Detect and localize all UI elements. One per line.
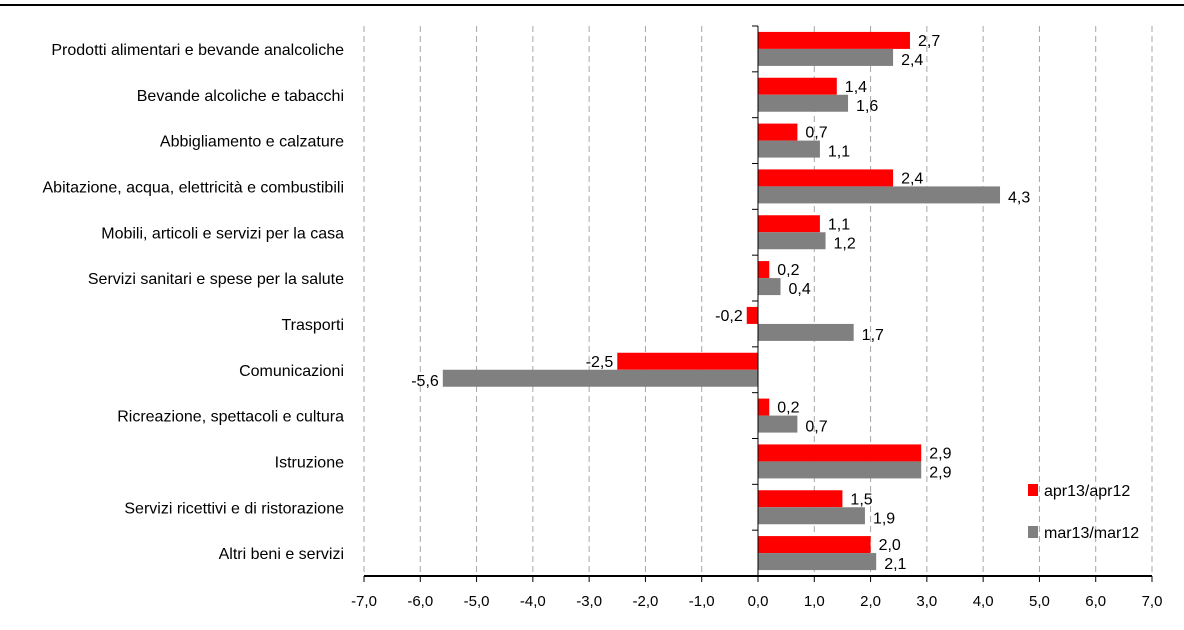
data-label: 1,5	[850, 491, 872, 508]
data-label: 0,2	[777, 262, 799, 279]
category-label: Servizi sanitari e spese per la salute	[88, 271, 344, 288]
data-label: 1,6	[856, 98, 878, 115]
data-label: 2,9	[929, 464, 951, 481]
x-tick-label: 2,0	[860, 593, 881, 610]
data-label: 1,7	[862, 327, 884, 344]
category-label: Comunicazioni	[239, 363, 344, 380]
bars	[442, 31, 1001, 571]
legend: apr13/apr12 mar13/mar12	[1028, 483, 1139, 542]
bar-mar	[758, 323, 854, 341]
data-label: 0,2	[777, 400, 799, 417]
bar-apr	[758, 490, 843, 508]
x-tick-label: 1,0	[804, 593, 825, 610]
data-label: 0,4	[789, 281, 811, 298]
bar-mar	[758, 461, 922, 479]
data-label: -2,5	[586, 354, 614, 371]
data-label: -0,2	[715, 308, 743, 325]
category-label: Trasporti	[281, 317, 344, 334]
data-label: 4,3	[1008, 189, 1030, 206]
bar-apr	[758, 215, 820, 233]
bar-mar	[758, 94, 849, 112]
bar-apr	[758, 77, 837, 95]
bar-apr	[758, 123, 798, 141]
category-label: Prodotti alimentari e bevande analcolich…	[51, 42, 344, 59]
category-label: Abbigliamento e calzature	[160, 134, 344, 151]
x-tick-label: 0,0	[748, 593, 769, 610]
bar-mar	[758, 415, 798, 433]
data-label: -5,6	[411, 373, 439, 390]
category-label: Istruzione	[275, 454, 344, 471]
bar-mar	[442, 369, 758, 387]
category-label: Mobili, articoli e servizi per la casa	[101, 225, 344, 242]
x-tick-label: 4,0	[973, 593, 994, 610]
x-tick-label: -4,0	[520, 593, 546, 610]
x-tick-label: 7,0	[1142, 593, 1163, 610]
bar-mar	[758, 553, 877, 571]
x-tick-label: 3,0	[916, 593, 937, 610]
bar-mar	[758, 140, 820, 158]
data-label: 2,9	[929, 445, 951, 462]
legend-label: mar13/mar12	[1044, 525, 1139, 542]
bar-apr	[758, 398, 770, 416]
data-label: 2,4	[901, 170, 923, 187]
bar-mar	[758, 48, 894, 66]
x-tick-label: 5,0	[1029, 593, 1050, 610]
bar-apr	[758, 444, 922, 462]
category-label: Ricreazione, spettacoli e cultura	[117, 409, 344, 426]
category-label: Bevande alcoliche e tabacchi	[137, 88, 344, 105]
x-tick-label: 6,0	[1085, 593, 1106, 610]
category-label: Servizi ricettivi e di ristorazione	[124, 500, 344, 517]
category-label: Altri beni e servizi	[219, 546, 344, 563]
bar-apr	[746, 306, 758, 324]
data-label: 2,7	[918, 33, 940, 50]
data-label: 1,1	[828, 144, 850, 161]
bar-apr	[758, 536, 871, 554]
x-tick-label: -7,0	[351, 593, 377, 610]
data-label: 2,0	[879, 537, 901, 554]
legend-swatch	[1028, 484, 1038, 496]
x-tick-label: -2,0	[632, 593, 658, 610]
data-label: 1,4	[845, 79, 867, 96]
axes	[363, 25, 1153, 582]
bar-apr	[758, 261, 770, 279]
x-tick-label: -5,0	[464, 593, 490, 610]
data-label: 0,7	[805, 125, 827, 142]
bar-apr	[758, 31, 910, 49]
bar-apr	[617, 352, 758, 370]
bar-mar	[758, 507, 865, 525]
x-tick-label: -3,0	[576, 593, 602, 610]
bar-apr	[758, 169, 894, 187]
x-tick-label: -1,0	[689, 593, 715, 610]
data-label: 2,4	[901, 52, 923, 69]
gridlines	[363, 26, 1153, 576]
data-label: 1,1	[828, 216, 850, 233]
bar-mar	[758, 278, 781, 296]
bar-mar	[758, 232, 826, 250]
x-tick-label: -6,0	[407, 593, 433, 610]
legend-swatch	[1028, 526, 1038, 538]
bar-mar	[758, 186, 1001, 204]
labels: -7,0 -6,0 -5,0 -4,0 -3,0 -2,0 -1,0 0,0 1,0 2,0 3,0…	[43, 33, 1163, 610]
data-label: 0,7	[805, 419, 827, 436]
legend-label: apr13/apr12	[1044, 483, 1130, 500]
data-label: 1,2	[834, 235, 856, 252]
category-label: Abitazione, acqua, elettricità e combust…	[43, 179, 345, 196]
data-label: 1,9	[873, 510, 895, 527]
data-label: 2,1	[884, 556, 906, 573]
